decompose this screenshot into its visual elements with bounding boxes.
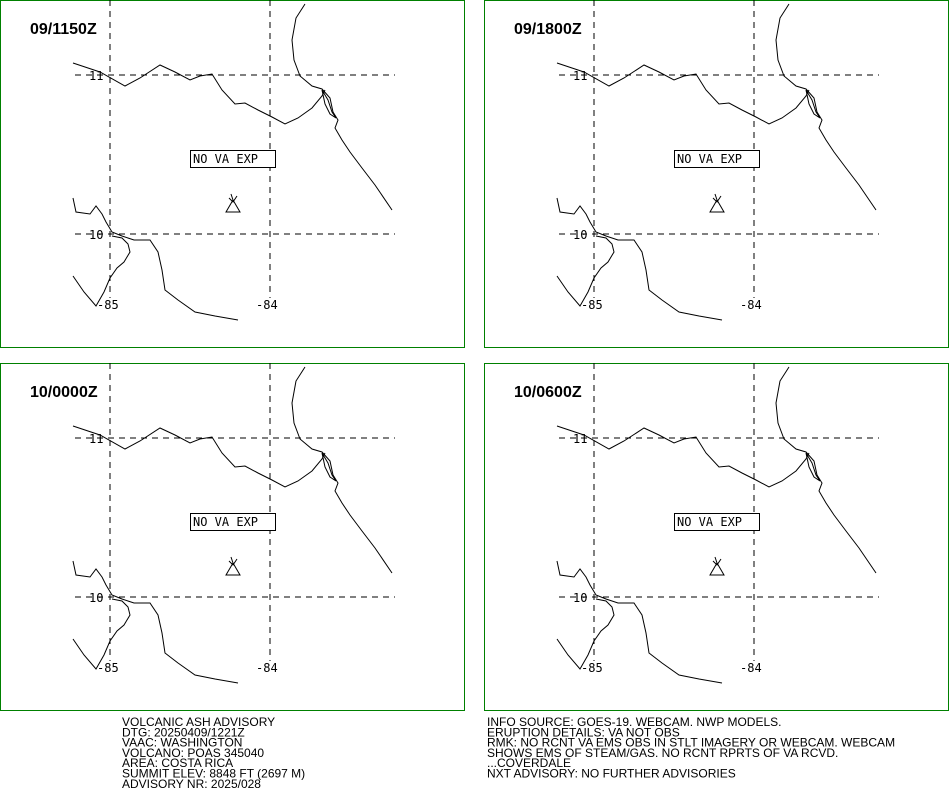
longitude-label: -85 bbox=[97, 298, 119, 312]
advisory-line: RMK: NO RCNT VA EMS OBS IN STLT IMAGERY … bbox=[487, 736, 895, 750]
advisory-line: AREA: COSTA RICA bbox=[122, 756, 233, 770]
coastline bbox=[291, 366, 393, 574]
advisory-line: SUMMIT ELEV: 8848 FT (2697 M) bbox=[122, 767, 305, 781]
latitude-label: 10 bbox=[89, 591, 103, 605]
panel-border bbox=[484, 363, 949, 711]
coastline bbox=[72, 62, 326, 125]
map-panel: 09/1800Z 11 10 -85 -84 NO VA EXP bbox=[484, 0, 949, 348]
forecast-box bbox=[190, 150, 276, 168]
valid-time: 10/0600Z bbox=[514, 384, 582, 401]
advisory-line: DTG: 20250409/1221Z bbox=[122, 725, 245, 739]
forecast-box bbox=[674, 150, 760, 168]
coastline bbox=[72, 425, 326, 488]
forecast-text: NO VA EXP bbox=[677, 515, 742, 529]
valid-time: 09/1150Z bbox=[30, 21, 97, 38]
coastline bbox=[556, 197, 723, 321]
coastline bbox=[556, 598, 615, 670]
map-panel: 09/1150Z 11 10 -85 -84 NO VA EXP bbox=[0, 0, 465, 348]
forecast-text: NO VA EXP bbox=[193, 152, 258, 166]
longitude-label: -84 bbox=[740, 661, 762, 675]
coastline bbox=[72, 197, 239, 321]
forecast-text: NO VA EXP bbox=[677, 152, 742, 166]
advisory-line: ERUPTION DETAILS: VA NOT OBS bbox=[487, 725, 680, 739]
map-panel: 10/0000Z 11 10 -85 -84 NO VA EXP bbox=[0, 363, 465, 711]
volcano-symbol bbox=[709, 193, 725, 213]
advisory-line: VAAC: WASHINGTON bbox=[122, 736, 242, 750]
advisory-line: INFO SOURCE: GOES-19. WEBCAM. NWP MODELS… bbox=[487, 715, 782, 729]
coastline bbox=[72, 598, 131, 670]
coastline bbox=[805, 89, 821, 119]
coastline bbox=[556, 560, 723, 684]
latitude-label: 10 bbox=[89, 228, 103, 242]
longitude-label: -85 bbox=[97, 661, 119, 675]
longitude-label: -84 bbox=[740, 298, 762, 312]
advisory-line: NXT ADVISORY: NO FURTHER ADVISORIES bbox=[487, 767, 736, 781]
coastline bbox=[321, 452, 337, 482]
latitude-label: 10 bbox=[573, 591, 587, 605]
coastline bbox=[556, 425, 810, 488]
coastline bbox=[321, 89, 337, 119]
valid-time: 10/0000Z bbox=[30, 384, 98, 401]
longitude-label: -85 bbox=[581, 661, 603, 675]
latitude-label: 11 bbox=[573, 69, 587, 83]
latitude-label: 11 bbox=[89, 432, 103, 446]
latitude-label: 10 bbox=[573, 228, 587, 242]
advisory-line: ADVISORY NR: 2025/028 bbox=[122, 777, 261, 791]
longitude-label: -85 bbox=[581, 298, 603, 312]
longitude-label: -84 bbox=[256, 661, 278, 675]
volcano-symbol bbox=[225, 556, 241, 576]
coastline bbox=[556, 235, 615, 307]
valid-time: 09/1800Z bbox=[514, 21, 582, 38]
advisory-line: SHOWS EMS OF STEAM/GAS. NO RCNT RPRTS OF… bbox=[487, 746, 838, 760]
panel-border bbox=[484, 0, 949, 348]
advisory-line: VOLCANO: POAS 345040 bbox=[122, 746, 264, 760]
coastline bbox=[72, 560, 239, 684]
coastline bbox=[72, 235, 131, 307]
volcano-symbol bbox=[225, 193, 241, 213]
advisory-line: ...COVERDALE bbox=[487, 756, 571, 770]
advisory-line: VOLCANIC ASH ADVISORY bbox=[122, 715, 275, 729]
coastline bbox=[556, 62, 810, 125]
longitude-label: -84 bbox=[256, 298, 278, 312]
latitude-label: 11 bbox=[573, 432, 587, 446]
forecast-box bbox=[190, 513, 276, 531]
forecast-text: NO VA EXP bbox=[193, 515, 258, 529]
latitude-label: 11 bbox=[89, 69, 103, 83]
panel-border bbox=[0, 363, 465, 711]
coastline bbox=[805, 452, 821, 482]
coastline bbox=[775, 366, 877, 574]
forecast-box bbox=[674, 513, 760, 531]
coastline bbox=[775, 3, 877, 211]
coastline bbox=[291, 3, 393, 211]
map-panel: 10/0600Z 11 10 -85 -84 NO VA EXP bbox=[484, 363, 949, 711]
volcano-symbol bbox=[709, 556, 725, 576]
panel-border bbox=[0, 0, 465, 348]
